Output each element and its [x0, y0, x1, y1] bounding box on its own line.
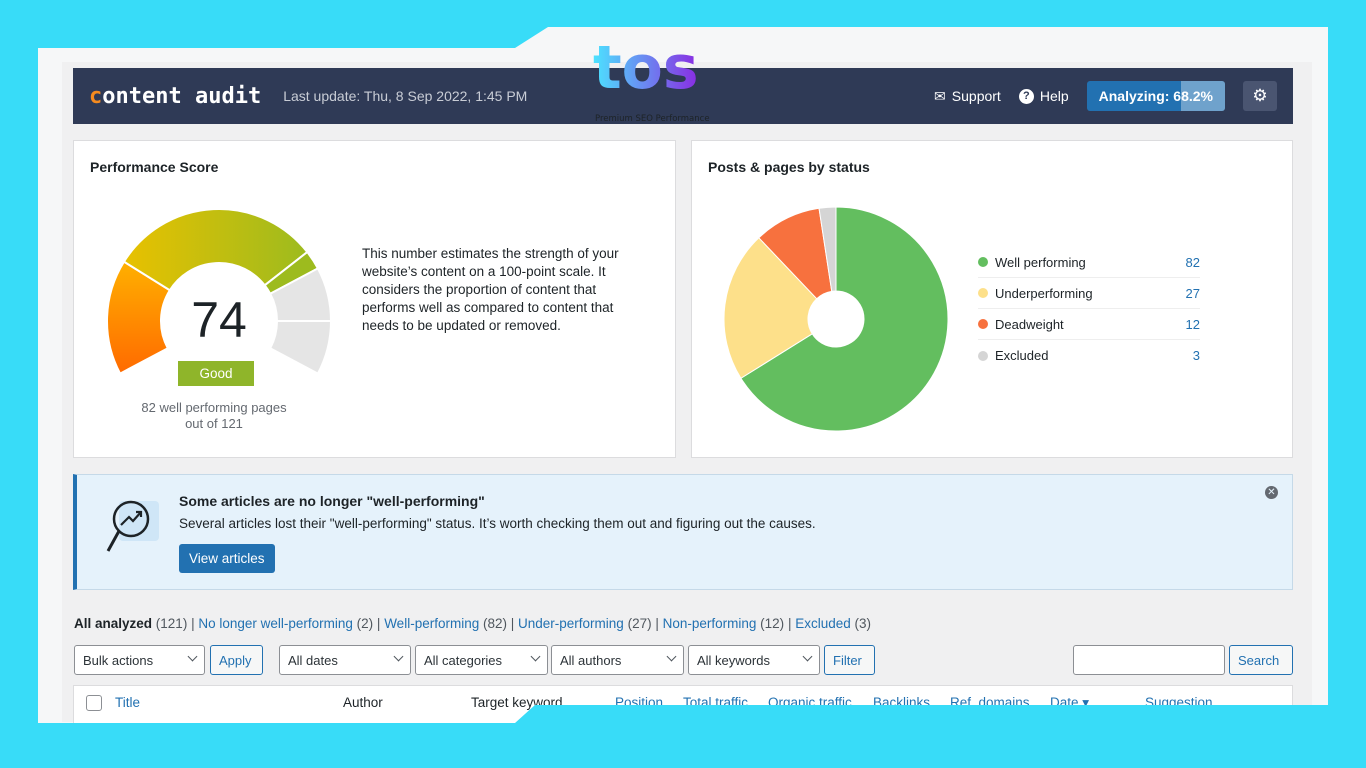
score-description: This number estimates the strength of yo… — [362, 246, 619, 333]
pie-slice-well-performing[interactable] — [740, 206, 949, 432]
gauge-segment-fair — [122, 208, 309, 292]
analyzing-progress[interactable]: Analyzing: 68.2% — [1086, 81, 1225, 111]
keywords-select[interactable]: All keywords — [688, 645, 820, 675]
legend-label: Underperforming — [995, 285, 1093, 301]
legend-swatch — [978, 288, 988, 298]
svg-text:tos: tos — [593, 34, 699, 103]
trend-magnifier-icon — [106, 500, 159, 552]
legend-label: Excluded — [995, 348, 1049, 363]
chart-legend: Well performing 82 Underperforming 27 Deadwe… — [978, 247, 1200, 371]
pie-slice-excluded[interactable] — [818, 206, 837, 292]
categories-select[interactable]: All categories — [415, 645, 548, 675]
filter-button[interactable]: Filter — [824, 645, 875, 675]
chevron-down-icon — [802, 651, 813, 662]
chevron-down-icon — [666, 651, 677, 662]
legend-value[interactable]: 3 — [1192, 348, 1200, 363]
status-filter-tabs: All analyzed (121) | No longer well-perf… — [74, 616, 872, 631]
settings-button[interactable]: ⚙ — [1243, 81, 1277, 111]
pie-slice-underperforming[interactable] — [723, 237, 818, 379]
score-value: 74 — [191, 292, 247, 348]
help-icon: ? — [1018, 88, 1034, 104]
score-caption: 82 well performing pages out of 121 — [141, 400, 287, 431]
legend-swatch — [978, 257, 988, 267]
app-header: content audit Last update: Thu, 8 Sep 20… — [73, 68, 1293, 124]
col-title[interactable]: Title — [115, 695, 141, 710]
legend-value[interactable]: 82 — [1185, 254, 1200, 270]
gear-icon: ⚙ — [1252, 86, 1268, 105]
chevron-down-icon — [187, 651, 198, 662]
score-gauge — [106, 208, 333, 375]
legend-swatch — [978, 319, 988, 329]
card-title: Posts & pages by status — [708, 159, 870, 175]
search-button[interactable]: Search — [1229, 645, 1293, 675]
svg-text:Premium SEO Performance: Premium SEO Performance — [595, 114, 710, 124]
legend-value[interactable]: 27 — [1185, 285, 1200, 301]
col-author: Author — [343, 695, 383, 710]
apply-button[interactable]: Apply — [210, 645, 263, 675]
support-link[interactable]: ✉ Support — [934, 87, 1001, 105]
authors-select[interactable]: All authors — [551, 645, 684, 675]
view-articles-button[interactable]: View articles — [179, 544, 275, 573]
chevron-down-icon — [393, 651, 404, 662]
filter-tab[interactable]: No longer well-performing (2) — [198, 616, 374, 631]
legend-item: Excluded 3 — [978, 340, 1200, 371]
dismiss-icon[interactable]: ✕ — [1265, 486, 1278, 499]
envelope-icon: ✉ — [934, 87, 946, 104]
search-input[interactable] — [1073, 645, 1225, 675]
help-link[interactable]: ? Help — [1018, 88, 1069, 104]
dates-select[interactable]: All dates — [279, 645, 411, 675]
app-logo: content audit — [89, 83, 262, 109]
filter-tab[interactable]: Well-performing (82) — [384, 616, 507, 631]
legend-label: Well performing — [995, 254, 1086, 270]
filter-tab[interactable]: Non-performing (12) — [662, 616, 785, 631]
notice-title: Some articles are no longer "well-perfor… — [179, 493, 485, 509]
gauge-segment-empty-2 — [268, 320, 333, 375]
legend-item: Well performing 82 — [978, 247, 1200, 278]
legend-item: Underperforming 27 — [978, 278, 1200, 309]
legend-item: Deadweight 12 — [978, 309, 1200, 340]
tos-brand-logo: tos Premium SEO Performance — [593, 34, 710, 124]
select-all-checkbox[interactable] — [86, 695, 102, 711]
legend-label: Deadweight — [995, 316, 1064, 332]
notice-banner: Some articles are no longer "well-perfor… — [73, 474, 1293, 590]
bulk-actions-select[interactable]: Bulk actions — [74, 645, 205, 675]
chevron-down-icon — [530, 651, 541, 662]
legend-value[interactable]: 12 — [1185, 316, 1200, 332]
last-update: Last update: Thu, 8 Sep 2022, 1:45 PM — [283, 88, 528, 104]
status-donut-chart — [723, 206, 949, 432]
filter-tab[interactable]: All analyzed (121) — [74, 616, 188, 631]
card-title: Performance Score — [90, 159, 219, 175]
legend-swatch — [978, 350, 988, 361]
rating-badge: Good — [178, 361, 254, 386]
filter-tab[interactable]: Under-performing (27) — [518, 616, 652, 631]
notice-text: Several articles lost their "well-perfor… — [179, 516, 816, 531]
filter-tab[interactable]: Excluded (3) — [795, 616, 872, 631]
status-card: Posts & pages by status Well performing 8… — [691, 140, 1293, 458]
performance-score-card: Performance Score 74 Good 82 well perfor… — [73, 140, 676, 458]
